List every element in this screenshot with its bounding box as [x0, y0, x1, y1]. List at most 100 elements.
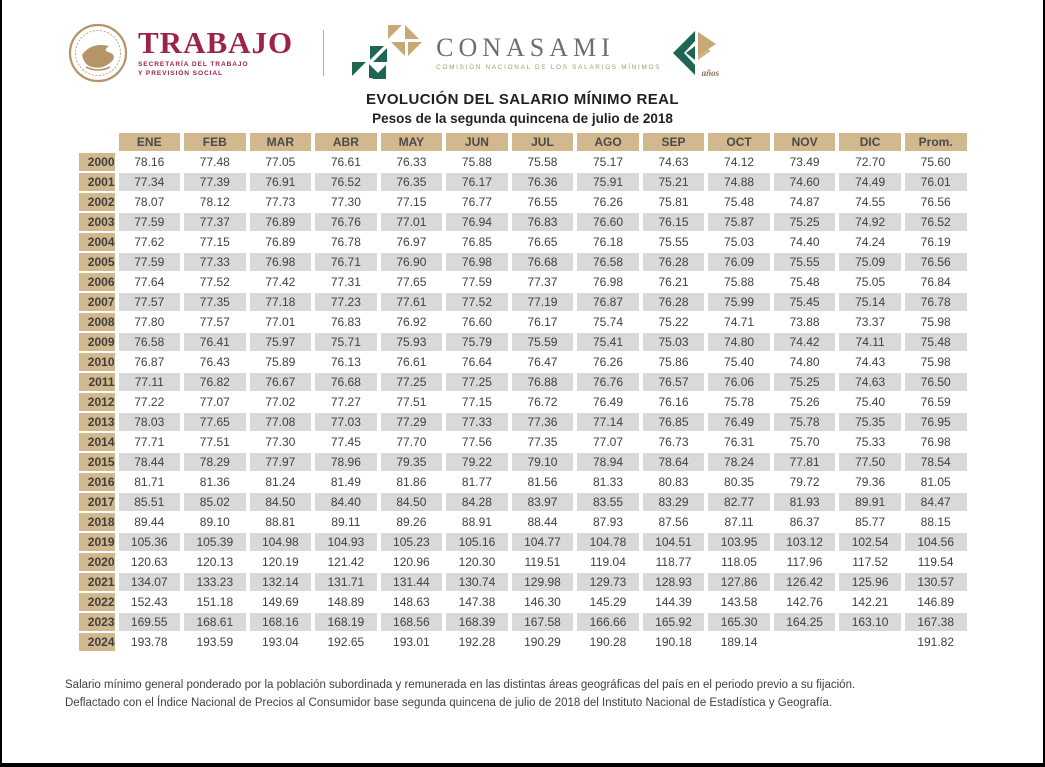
value-cell: 76.59: [904, 393, 967, 411]
value-cell: 76.89: [249, 233, 312, 251]
value-cell: 81.24: [249, 473, 312, 491]
value-cell: 75.40: [839, 393, 901, 411]
value-cell: 77.27: [315, 393, 377, 411]
table-row: 2023 169.55 168.61 168.16 168.19 168.56 168.39…: [78, 613, 967, 631]
value-cell: 169.55: [118, 613, 181, 631]
value-cell: 73.49: [773, 153, 836, 171]
value-cell: 75.98: [904, 353, 967, 371]
value-cell: 129.98: [511, 573, 574, 591]
value-cell: 74.49: [839, 173, 901, 191]
value-cell: 76.84: [904, 273, 967, 291]
value-cell: 152.43: [118, 593, 181, 611]
conasami-wordmark: CONASAMI: [436, 33, 615, 62]
column-header: MAR: [249, 133, 312, 151]
value-cell: 168.39: [446, 613, 508, 631]
value-cell: 76.98: [904, 433, 967, 451]
value-cell: 104.78: [577, 533, 639, 551]
value-cell: 81.93: [773, 493, 836, 511]
value-cell: 167.58: [511, 613, 574, 631]
value-cell: 76.88: [511, 373, 574, 391]
value-cell: 75.45: [773, 293, 836, 311]
conasami-logo: CONASAMI COMISIÓN NACIONAL DE LOS SALARI…: [350, 24, 719, 82]
value-cell: 76.47: [511, 353, 574, 371]
year-cell: 2003: [78, 213, 115, 231]
value-cell: 78.44: [118, 453, 181, 471]
value-cell: 76.16: [642, 393, 705, 411]
value-cell: 105.23: [380, 533, 443, 551]
value-cell: 84.50: [249, 493, 312, 511]
value-cell: 77.59: [118, 253, 181, 271]
value-cell: 130.57: [904, 573, 967, 591]
value-cell: 120.30: [446, 553, 508, 571]
title-block: EVOLUCIÓN DEL SALARIO MÍNIMO REAL Pesos …: [2, 91, 1043, 126]
value-cell: 84.40: [315, 493, 377, 511]
value-cell: 77.14: [577, 413, 639, 431]
value-cell: 77.35: [511, 433, 574, 451]
value-cell: 76.65: [511, 233, 574, 251]
value-cell: 75.14: [839, 293, 901, 311]
value-cell: 83.55: [577, 493, 639, 511]
value-cell: 76.36: [511, 173, 574, 191]
trabajo-wordmark: TRABAJO: [138, 25, 294, 60]
value-cell: 147.38: [446, 593, 508, 611]
value-cell: 81.77: [446, 473, 508, 491]
value-cell: 88.81: [249, 513, 312, 531]
trabajo-subtitle-line2: Y PREVISIÓN SOCIAL: [138, 69, 223, 77]
value-cell: 77.61: [380, 293, 443, 311]
value-cell: 75.81: [642, 193, 705, 211]
column-header: ABR: [315, 133, 377, 151]
value-cell: 81.36: [184, 473, 246, 491]
value-cell: 74.88: [708, 173, 770, 191]
year-cell: 2015: [78, 453, 115, 471]
value-cell: 76.83: [315, 313, 377, 331]
value-cell: [773, 633, 836, 651]
value-cell: 118.77: [642, 553, 705, 571]
value-cell: 193.59: [184, 633, 246, 651]
value-cell: 77.23: [315, 293, 377, 311]
value-cell: 166.66: [577, 613, 639, 631]
value-cell: 76.73: [642, 433, 705, 451]
value-cell: 75.93: [380, 333, 443, 351]
table-row: 2015 78.44 78.29 77.97 78.96 79.35 79.22 79.10 7…: [78, 453, 967, 471]
value-cell: 77.15: [380, 193, 443, 211]
value-cell: 103.12: [773, 533, 836, 551]
value-cell: 78.07: [118, 193, 181, 211]
value-cell: 75.58: [511, 153, 574, 171]
value-cell: 74.24: [839, 233, 901, 251]
value-cell: 74.71: [708, 313, 770, 331]
trabajo-subtitle-line1: SECRETARÍA DEL TRABAJO: [138, 61, 249, 68]
table-row: 2013 78.03 77.65 77.08 77.03 77.29 77.33 77.36 7…: [78, 413, 967, 431]
value-cell: 76.89: [249, 213, 312, 231]
year-cell: 2007: [78, 293, 115, 311]
value-cell: 119.54: [904, 553, 967, 571]
value-cell: 163.10: [839, 613, 901, 631]
value-cell: 76.52: [315, 173, 377, 191]
value-cell: 168.19: [315, 613, 377, 631]
column-header: SEP: [642, 133, 705, 151]
year-cell: 2013: [78, 413, 115, 431]
value-cell: 77.48: [184, 153, 246, 171]
value-cell: 129.73: [577, 573, 639, 591]
value-cell: 75.33: [839, 433, 901, 451]
table-row: 2000 78.16 77.48 77.05 76.61 76.33 75.88 75.58 7…: [78, 153, 967, 171]
value-cell: 74.60: [773, 173, 836, 191]
value-cell: 77.25: [380, 373, 443, 391]
value-cell: 77.97: [249, 453, 312, 471]
value-cell: 76.61: [380, 353, 443, 371]
value-cell: 74.42: [773, 333, 836, 351]
value-cell: 74.80: [708, 333, 770, 351]
value-cell: 88.44: [511, 513, 574, 531]
value-cell: 76.43: [184, 353, 246, 371]
value-cell: 76.78: [904, 293, 967, 311]
table-row: 2019 105.36 105.39 104.98 104.93 105.23 105.16…: [78, 533, 967, 551]
trabajo-text: TRABAJO SECRETARÍA DEL TRABAJO Y PREVISI…: [138, 25, 294, 78]
value-cell: 81.49: [315, 473, 377, 491]
value-cell: 75.48: [708, 193, 770, 211]
table-row: 2017 85.51 85.02 84.50 84.40 84.50 84.28 83.97 8…: [78, 493, 967, 511]
value-cell: 144.39: [642, 593, 705, 611]
table-row: 2014 77.71 77.51 77.30 77.45 77.70 77.56 77.35 7…: [78, 433, 967, 451]
year-cell: 2005: [78, 253, 115, 271]
value-cell: 146.89: [904, 593, 967, 611]
value-cell: 127.86: [708, 573, 770, 591]
value-cell: 89.11: [315, 513, 377, 531]
